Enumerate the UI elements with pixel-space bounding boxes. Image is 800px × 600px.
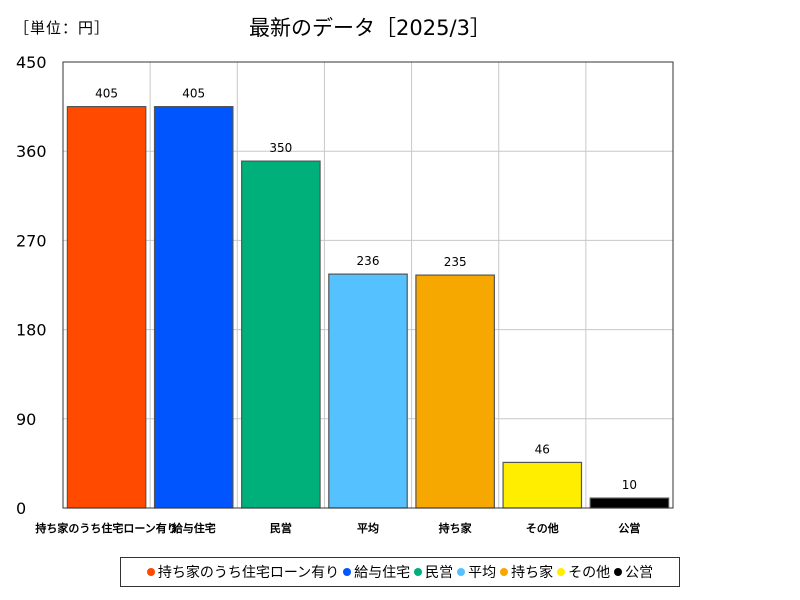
x-tick-label: 持ち家のうち住宅ローン有り — [35, 521, 177, 535]
bar — [415, 274, 495, 509]
legend-dot-icon — [343, 568, 352, 576]
bar — [241, 160, 321, 509]
data-label: 350 — [269, 141, 292, 155]
bars — [66, 105, 670, 509]
y-tick-label: 360 — [16, 142, 47, 161]
data-label: 235 — [444, 255, 467, 269]
legend-item: 持ち家 — [500, 562, 553, 582]
unit-label: ［単位：円］ — [14, 19, 111, 37]
y-tick-label: 0 — [16, 499, 26, 518]
x-tick-label: 公営 — [618, 521, 640, 535]
bar — [66, 105, 147, 509]
legend-dot-icon — [557, 568, 566, 576]
data-label: 405 — [182, 87, 205, 101]
legend-dot-icon — [146, 568, 155, 576]
legend-item: 民営 — [414, 562, 453, 582]
y-tick-label: 90 — [16, 410, 36, 429]
legend: 持ち家のうち住宅ローン有り 給与住宅 民営 平均 持ち家 その他 公営 — [120, 557, 680, 587]
x-tick-label: 給与住宅 — [172, 521, 216, 535]
y-tick-label: 180 — [16, 321, 47, 340]
bar-chart: 0 90 180 270 360 450 405 405 350 236 235 46 10 持ち家の… — [16, 53, 674, 535]
bar — [328, 273, 408, 509]
legend-item: 給与住宅 — [343, 562, 410, 582]
y-tick-label: 450 — [16, 53, 47, 72]
legend-item: 持ち家のうち住宅ローン有り — [146, 562, 340, 582]
legend-dot-icon — [614, 568, 623, 576]
legend-item: その他 — [557, 562, 610, 582]
chart-title: 最新のデータ［2025/3］ — [249, 16, 491, 40]
legend-dot-icon — [500, 568, 509, 576]
y-tick-label: 270 — [16, 231, 47, 250]
data-label: 236 — [357, 254, 380, 268]
bar — [153, 105, 234, 509]
data-label: 10 — [622, 478, 637, 492]
legend-label: 公営 — [625, 565, 654, 581]
legend-label: その他 — [568, 565, 611, 581]
legend-label: 民営 — [425, 565, 454, 581]
legend-label: 給与住宅 — [354, 565, 411, 581]
legend-item: 公営 — [614, 562, 653, 582]
legend-label: 平均 — [468, 565, 497, 581]
legend-item: 平均 — [457, 562, 496, 582]
bar — [502, 461, 583, 509]
legend-label: 持ち家のうち住宅ローン有り — [157, 565, 340, 581]
bar — [589, 497, 670, 509]
data-label: 405 — [95, 87, 118, 101]
x-tick-label: その他 — [526, 521, 559, 535]
y-axis: 0 90 180 270 360 450 — [16, 53, 47, 518]
legend-dot-icon — [414, 568, 423, 576]
x-tick-label: 平均 — [357, 521, 379, 535]
data-labels: 405 405 350 236 235 46 10 — [95, 87, 637, 492]
data-label: 46 — [535, 442, 550, 456]
plot-frame — [62, 61, 674, 509]
legend-dot-icon — [457, 568, 466, 576]
x-tick-label: 民営 — [270, 521, 292, 535]
legend-label: 持ち家 — [511, 565, 554, 581]
x-tick-label: 持ち家 — [439, 521, 473, 535]
